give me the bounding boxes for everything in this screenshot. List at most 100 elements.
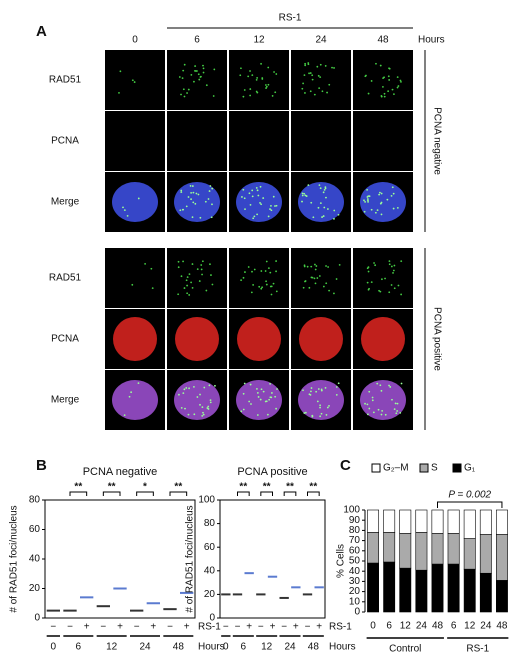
focus bbox=[381, 409, 384, 412]
focus bbox=[203, 386, 206, 389]
focus bbox=[327, 266, 330, 268]
focus bbox=[264, 400, 267, 403]
focus bbox=[198, 78, 201, 81]
focus bbox=[202, 64, 204, 67]
focus bbox=[319, 202, 322, 205]
focus bbox=[379, 191, 381, 194]
focus bbox=[380, 95, 383, 98]
focus bbox=[272, 195, 275, 198]
focus bbox=[304, 411, 307, 414]
y-tick-label: 30 bbox=[349, 576, 361, 587]
panel-label: C bbox=[340, 457, 351, 474]
focus bbox=[309, 72, 312, 74]
focus bbox=[311, 74, 314, 77]
focus bbox=[201, 414, 204, 417]
focus bbox=[201, 273, 203, 276]
x-tick-label: 12 bbox=[400, 621, 412, 632]
focus bbox=[395, 412, 398, 415]
legend-swatch bbox=[452, 463, 462, 473]
focus bbox=[258, 285, 261, 288]
focus bbox=[310, 265, 313, 268]
focus bbox=[275, 260, 277, 262]
x-tick-label: 24 bbox=[416, 621, 428, 632]
focus bbox=[275, 270, 277, 273]
focus bbox=[211, 187, 214, 190]
focus bbox=[191, 185, 194, 187]
focus bbox=[182, 88, 185, 91]
focus bbox=[243, 382, 246, 385]
focus bbox=[257, 194, 260, 197]
bar-segment bbox=[463, 509, 476, 539]
focus bbox=[265, 87, 267, 89]
focus bbox=[366, 413, 369, 416]
focus bbox=[328, 405, 330, 407]
focus bbox=[199, 403, 201, 406]
focus bbox=[318, 275, 321, 277]
focus bbox=[319, 406, 321, 409]
y-tick-label: 60 bbox=[349, 545, 361, 556]
unit-label: Hours bbox=[418, 35, 445, 46]
column-label: 24 bbox=[315, 35, 327, 46]
focus bbox=[198, 280, 201, 282]
focus bbox=[195, 192, 198, 195]
nucleus bbox=[112, 182, 158, 222]
focus bbox=[324, 386, 327, 389]
focus bbox=[196, 396, 199, 398]
focus bbox=[255, 78, 258, 81]
column-label: 6 bbox=[194, 35, 200, 46]
focus bbox=[248, 192, 251, 195]
bar-segment bbox=[496, 580, 508, 613]
focus bbox=[392, 272, 394, 274]
nucleus bbox=[361, 317, 405, 361]
group-label: RS-1 bbox=[466, 644, 489, 655]
focus bbox=[197, 193, 200, 196]
micrograph bbox=[167, 248, 227, 308]
focus bbox=[370, 80, 373, 82]
focus bbox=[260, 388, 263, 391]
focus bbox=[392, 269, 395, 272]
focus bbox=[268, 398, 271, 401]
focus bbox=[239, 74, 242, 77]
focus bbox=[387, 90, 390, 93]
y-tick-label: 40 bbox=[29, 554, 41, 565]
focus bbox=[319, 76, 322, 78]
y-tick-label: 60 bbox=[204, 542, 216, 553]
focus bbox=[320, 412, 323, 415]
focus bbox=[259, 398, 262, 401]
bar-segment bbox=[431, 509, 444, 534]
focus bbox=[310, 201, 313, 204]
focus bbox=[379, 384, 382, 387]
focus bbox=[256, 414, 259, 416]
group-label: PCNA positive bbox=[431, 307, 442, 371]
focus bbox=[319, 63, 322, 66]
focus bbox=[338, 263, 341, 266]
focus bbox=[367, 200, 369, 203]
rs1-label: − bbox=[258, 622, 264, 633]
hours-label: 24 bbox=[139, 642, 151, 653]
focus bbox=[183, 287, 186, 289]
focus bbox=[212, 95, 215, 97]
panel-label: B bbox=[36, 457, 47, 474]
sig-bracket bbox=[136, 491, 154, 496]
bar-segment bbox=[399, 567, 412, 613]
p-bracket bbox=[437, 501, 503, 508]
focus bbox=[317, 206, 320, 209]
focus bbox=[388, 263, 391, 266]
focus bbox=[388, 260, 391, 262]
focus bbox=[180, 275, 183, 278]
nucleus bbox=[298, 380, 344, 420]
micrograph bbox=[291, 248, 351, 308]
y-tick-label: 100 bbox=[343, 505, 360, 516]
bar-segment bbox=[383, 561, 396, 613]
row-label: PCNA bbox=[51, 136, 79, 147]
focus bbox=[270, 285, 273, 288]
focus bbox=[259, 202, 261, 204]
focus bbox=[322, 191, 325, 194]
focus bbox=[209, 401, 212, 404]
hours-label: 6 bbox=[76, 642, 82, 653]
focus bbox=[381, 278, 383, 281]
focus bbox=[182, 260, 184, 263]
bar-segment bbox=[496, 509, 508, 535]
focus bbox=[317, 74, 320, 77]
focus bbox=[250, 403, 252, 405]
